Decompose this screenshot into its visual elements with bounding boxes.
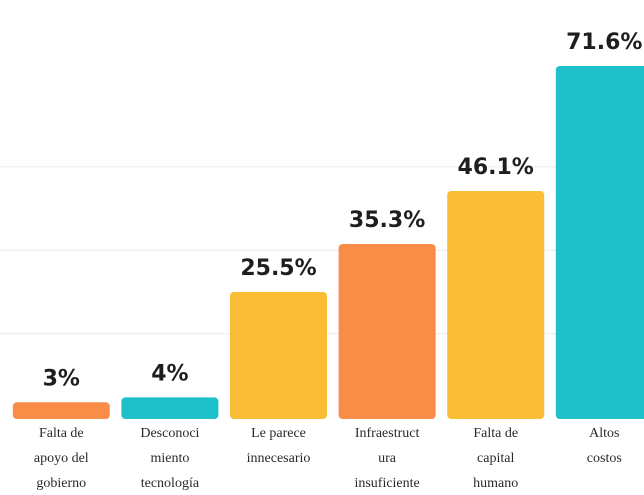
bar bbox=[447, 191, 545, 419]
bar bbox=[555, 66, 644, 419]
category-label: miento bbox=[150, 451, 189, 466]
data-label: 46.1% bbox=[458, 155, 534, 180]
category-label: Le parece bbox=[251, 426, 306, 441]
category-label: Falta de bbox=[473, 426, 518, 441]
category-label: humano bbox=[473, 476, 518, 491]
category-label: ura bbox=[378, 451, 397, 466]
category-label: Altos bbox=[589, 426, 619, 441]
category-label: capital bbox=[477, 451, 514, 466]
bar bbox=[121, 397, 219, 419]
bars bbox=[12, 66, 644, 419]
category-label: Infraestruct bbox=[355, 426, 420, 441]
category-label: costos bbox=[587, 451, 622, 466]
category-label: gobierno bbox=[36, 476, 86, 491]
data-label: 4% bbox=[151, 361, 188, 386]
data-label: 71.6% bbox=[566, 30, 642, 55]
bar bbox=[230, 291, 327, 419]
category-label: apoyo del bbox=[34, 451, 89, 466]
category-label: Desconoci bbox=[140, 426, 199, 441]
bar bbox=[12, 402, 110, 419]
value-labels: 3% 4% 25.5% 35.3% 46.1% 71.6% bbox=[43, 30, 643, 391]
category-label: Falta de bbox=[39, 426, 84, 441]
category-label: tecnología bbox=[141, 476, 200, 491]
bar bbox=[338, 243, 436, 419]
category-labels: Falta de apoyo del gobierno Desconoci miento… bbox=[34, 426, 622, 491]
data-label: 35.3% bbox=[349, 208, 425, 233]
category-label: insuficiente bbox=[354, 476, 419, 491]
data-label: 25.5% bbox=[240, 256, 316, 281]
data-label: 3% bbox=[43, 366, 80, 391]
category-label: innecesario bbox=[247, 451, 311, 466]
